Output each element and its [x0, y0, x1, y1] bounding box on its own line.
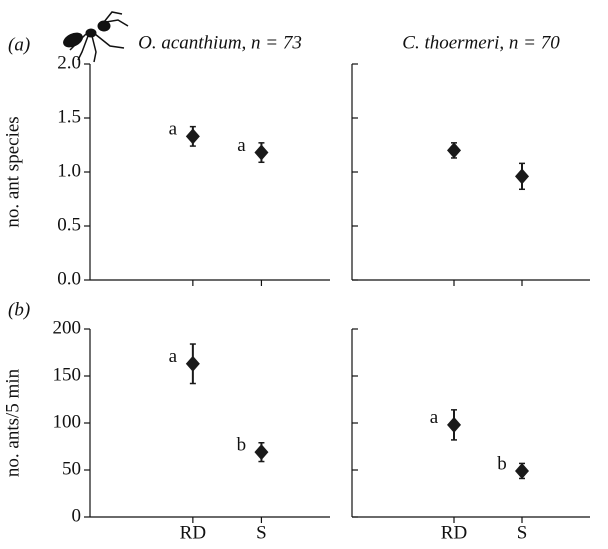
y-axis-label: no. ants/5 min	[2, 368, 23, 477]
point	[254, 144, 269, 161]
point	[447, 416, 461, 433]
y-tick-label: 0.0	[57, 268, 81, 289]
point	[254, 444, 269, 461]
y-tick-label: 1.5	[57, 106, 81, 127]
point	[515, 462, 529, 479]
point	[515, 168, 529, 185]
panel-label: (a)	[8, 34, 30, 55]
point	[447, 142, 461, 159]
x-tick-label: RD	[441, 522, 467, 543]
y-tick-label: 100	[53, 411, 82, 432]
x-tick-label: S	[517, 522, 528, 543]
y-axis-label: no. ant species	[2, 116, 23, 227]
point	[185, 128, 200, 145]
ant-icon	[63, 11, 129, 63]
y-tick-label: 150	[53, 364, 82, 385]
y-tick-label: 0	[72, 505, 82, 526]
y-tick-label: 0.5	[57, 214, 81, 235]
significance-letter: b	[237, 434, 247, 455]
significance-letter: a	[169, 346, 178, 367]
x-tick-label: RD	[180, 522, 206, 543]
y-tick-label: 50	[62, 458, 81, 479]
panel-title: O. acanthium, n = 73	[138, 32, 302, 53]
panel-label: (b)	[8, 299, 30, 320]
x-tick-label: S	[256, 522, 267, 543]
significance-letter: b	[497, 453, 507, 474]
point	[185, 355, 200, 372]
y-tick-label: 2.0	[57, 52, 81, 73]
significance-letter: a	[430, 407, 439, 428]
significance-letter: a	[237, 135, 246, 156]
panel-title: C. thoermeri, n = 70	[402, 32, 560, 53]
y-tick-label: 200	[53, 317, 82, 338]
significance-letter: a	[169, 119, 178, 140]
y-tick-label: 1.0	[57, 160, 81, 181]
